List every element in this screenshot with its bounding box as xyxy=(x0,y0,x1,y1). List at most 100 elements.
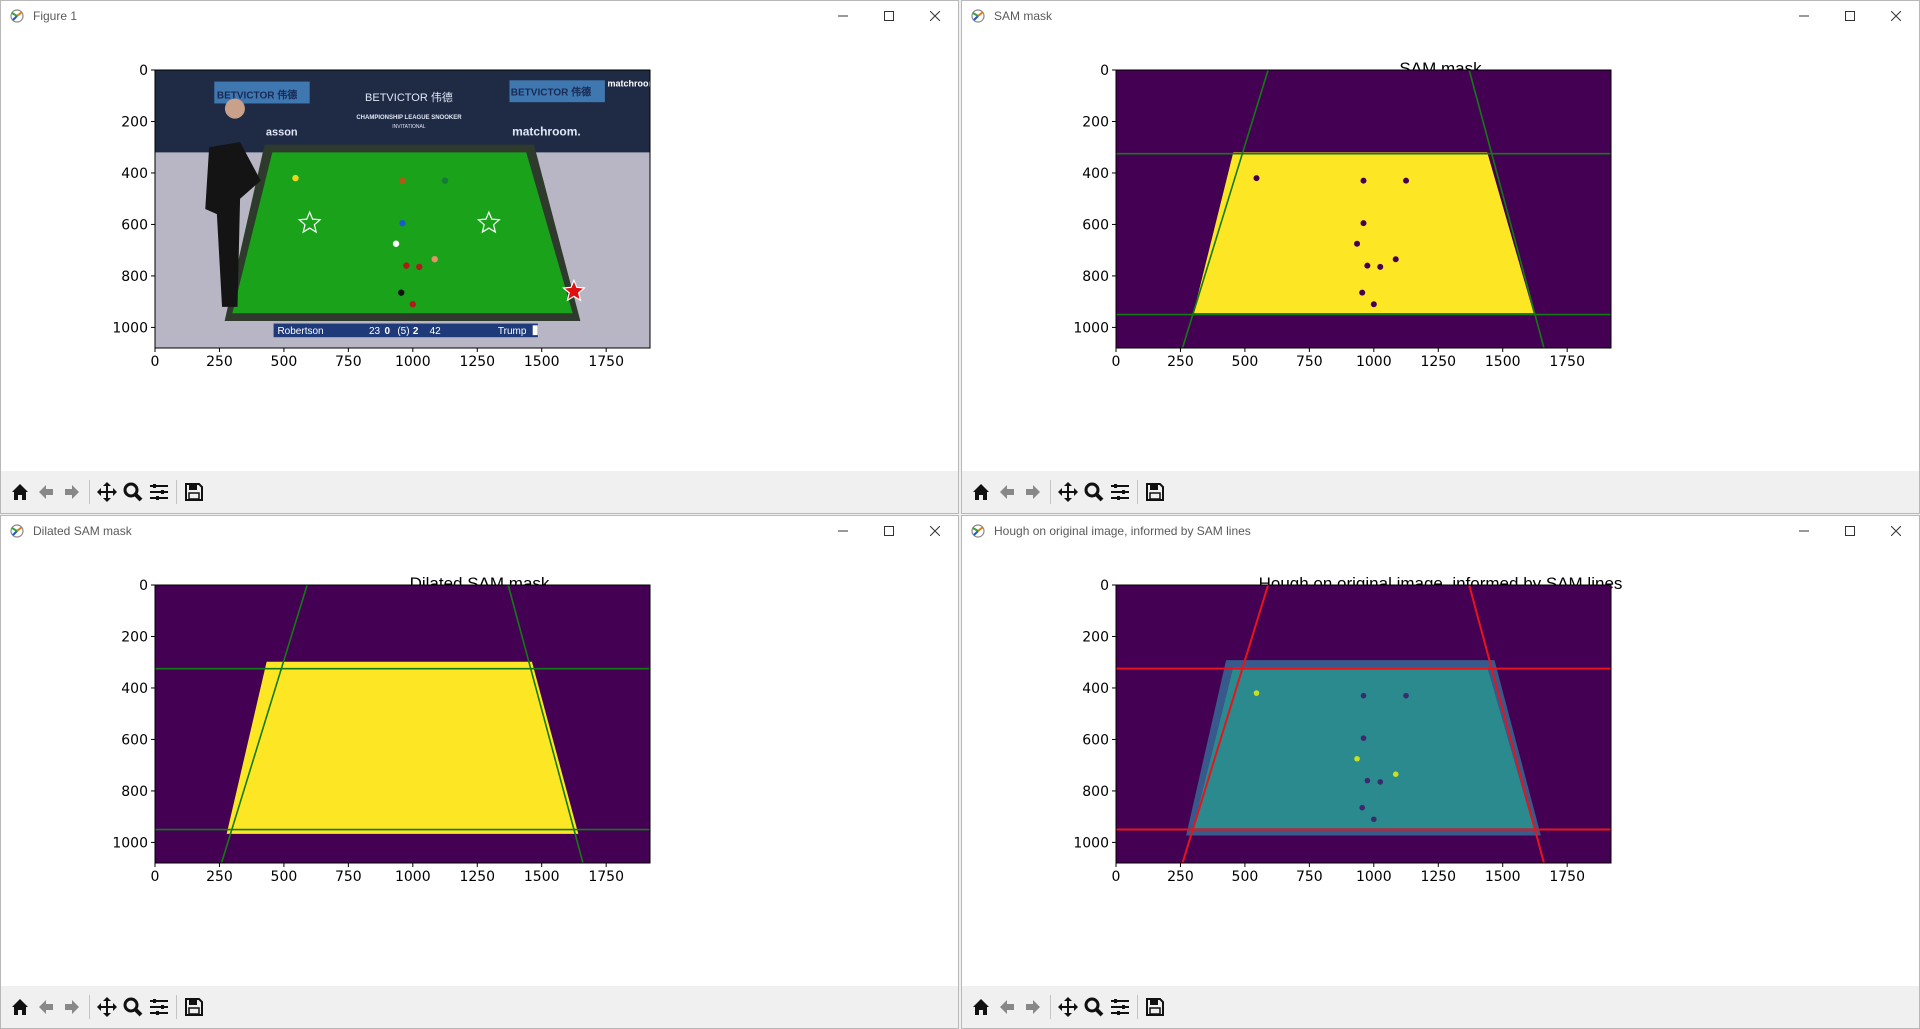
minimize-button[interactable] xyxy=(820,516,866,546)
pan-icon[interactable] xyxy=(94,992,120,1022)
toolbar-separator xyxy=(176,480,177,504)
x-tick-label: 1750 xyxy=(588,354,624,370)
title-bar[interactable]: Dilated SAM mask xyxy=(1,516,958,546)
hough-line-right xyxy=(1468,584,1545,864)
title-bar[interactable]: SAM mask xyxy=(962,1,1919,31)
zoom-icon[interactable] xyxy=(120,477,146,507)
hough-line-right xyxy=(507,584,584,864)
configure-icon[interactable] xyxy=(146,992,172,1022)
save-icon[interactable] xyxy=(181,992,207,1022)
close-button[interactable] xyxy=(912,516,958,546)
forward-icon[interactable] xyxy=(59,992,85,1022)
matplotlib-icon xyxy=(970,523,986,539)
hough-line-left xyxy=(1181,69,1269,349)
home-icon[interactable] xyxy=(7,992,33,1022)
toolbar-separator xyxy=(1137,480,1138,504)
x-tick-label: 1250 xyxy=(459,354,495,370)
banner-right xyxy=(509,80,605,103)
window-title: Dilated SAM mask xyxy=(33,524,132,538)
score-p1-frames: 0 xyxy=(384,326,390,337)
x-tick-label: 0 xyxy=(1112,869,1121,885)
toolbar-separator xyxy=(176,995,177,1019)
mask-hole xyxy=(1403,177,1410,184)
banner-right-text: BETVICTOR 伟德 xyxy=(511,86,591,99)
y-tick-label: 800 xyxy=(121,784,148,800)
snooker-ball xyxy=(441,177,449,184)
x-tick-label: 1250 xyxy=(459,869,495,885)
snooker-ball xyxy=(292,174,299,182)
back-icon[interactable] xyxy=(33,477,59,507)
home-icon[interactable] xyxy=(968,477,994,507)
window-title: Hough on original image, informed by SAM… xyxy=(994,524,1251,538)
hough-ball xyxy=(1403,692,1409,699)
score-p2-frames: 2 xyxy=(413,326,419,337)
configure-icon[interactable] xyxy=(146,477,172,507)
close-button[interactable] xyxy=(1873,1,1919,31)
back-icon[interactable] xyxy=(994,992,1020,1022)
zoom-icon[interactable] xyxy=(1081,477,1107,507)
hough-line-left xyxy=(1181,584,1270,864)
banner-matchroom: matchroom. xyxy=(512,125,581,139)
forward-icon[interactable] xyxy=(59,477,85,507)
navigation-toolbar xyxy=(1,986,958,1028)
maximize-button[interactable] xyxy=(1827,516,1873,546)
x-tick-label: 1750 xyxy=(1549,869,1585,885)
figure-canvas[interactable]: Dilated SAM mask 0 250 500 750 1000 1250 1500 1… xyxy=(1,546,958,986)
score-frames-total: (5) xyxy=(397,326,409,337)
close-button[interactable] xyxy=(1873,516,1919,546)
save-icon[interactable] xyxy=(1142,477,1168,507)
configure-icon[interactable] xyxy=(1107,992,1133,1022)
x-tick-label: 1500 xyxy=(1485,354,1521,370)
minimize-button[interactable] xyxy=(1781,1,1827,31)
banner-left xyxy=(214,81,310,104)
pan-icon[interactable] xyxy=(1055,477,1081,507)
detected-lines xyxy=(1116,584,1611,864)
matplotlib-icon xyxy=(9,8,25,24)
close-button[interactable] xyxy=(912,1,958,31)
x-tick-label: 1000 xyxy=(1356,869,1392,885)
y-tick-label: 200 xyxy=(121,114,148,130)
figure-window: Hough on original image, informed by SAM… xyxy=(961,515,1920,1029)
hough-ball xyxy=(1377,779,1384,785)
home-icon[interactable] xyxy=(968,992,994,1022)
forward-icon[interactable] xyxy=(1020,477,1046,507)
zoom-icon[interactable] xyxy=(120,992,146,1022)
toolbar-separator xyxy=(1050,480,1051,504)
minimize-button[interactable] xyxy=(820,1,866,31)
figure-canvas[interactable]: SAM mask 0 250 500 750 1000 1250 1500 1750 0 200 4… xyxy=(962,31,1919,471)
x-tick-label: 1500 xyxy=(524,869,560,885)
save-icon[interactable] xyxy=(1142,992,1168,1022)
zoom-icon[interactable] xyxy=(1081,992,1107,1022)
title-bar[interactable]: Figure 1 xyxy=(1,1,958,31)
y-tick-label: 0 xyxy=(1100,578,1109,594)
y-tick-label: 200 xyxy=(1082,629,1109,645)
x-tick-label: 1250 xyxy=(1420,869,1456,885)
configure-icon[interactable] xyxy=(1107,477,1133,507)
maximize-button[interactable] xyxy=(1827,1,1873,31)
snooker-ball xyxy=(392,240,400,247)
back-icon[interactable] xyxy=(33,992,59,1022)
maximize-button[interactable] xyxy=(866,1,912,31)
x-tick-label: 0 xyxy=(1112,354,1121,370)
snooker-ball xyxy=(431,255,438,263)
home-icon[interactable] xyxy=(7,477,33,507)
back-icon[interactable] xyxy=(994,477,1020,507)
mask-hole xyxy=(1360,177,1367,184)
figure-canvas[interactable]: Hough on original image, informed by SAM… xyxy=(962,546,1919,986)
minimize-button[interactable] xyxy=(1781,516,1827,546)
forward-icon[interactable] xyxy=(1020,992,1046,1022)
pan-icon[interactable] xyxy=(1055,992,1081,1022)
save-icon[interactable] xyxy=(181,477,207,507)
player xyxy=(205,142,261,307)
x-tick-label: 250 xyxy=(1167,354,1194,370)
maximize-button[interactable] xyxy=(866,516,912,546)
pan-icon[interactable] xyxy=(94,477,120,507)
figure-canvas[interactable]: BETVICTOR 伟德 BETVICTOR 伟德 CHAMPIONSHIP LEA… xyxy=(1,31,958,471)
x-tick-label: 1500 xyxy=(1485,869,1521,885)
axes-frame xyxy=(1115,69,1612,349)
toolbar-separator xyxy=(89,995,90,1019)
x-tick-label: 750 xyxy=(1296,354,1323,370)
sponsor-fragment: asson xyxy=(266,127,298,139)
x-tick-label: 750 xyxy=(1296,869,1323,885)
title-bar[interactable]: Hough on original image, informed by SAM… xyxy=(962,516,1919,546)
